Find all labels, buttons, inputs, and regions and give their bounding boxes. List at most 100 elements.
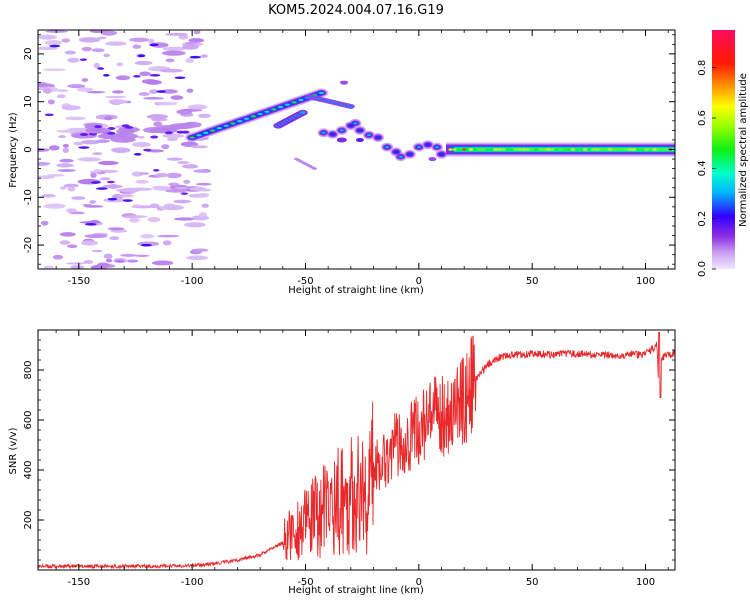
noise-peak — [90, 181, 101, 184]
noise-patch — [77, 157, 102, 162]
carrier-core — [599, 148, 604, 151]
carrier-core — [615, 148, 621, 151]
noise-patch — [91, 249, 103, 253]
noise-patch — [60, 186, 67, 190]
noise-patch — [201, 203, 209, 208]
noise-peak — [153, 169, 160, 172]
noise-patch — [107, 227, 125, 231]
noise-patch — [197, 188, 212, 192]
noise-patch — [48, 145, 60, 151]
carrier-core — [566, 148, 572, 151]
noise-peak — [44, 113, 54, 117]
noise-patch — [105, 258, 113, 263]
band-core — [94, 125, 103, 129]
diag-core — [318, 91, 324, 95]
carrier-core — [578, 148, 584, 151]
noise-peak — [149, 74, 161, 77]
carrier-core — [525, 148, 531, 151]
snr-xtick-label: 50 — [526, 577, 539, 588]
diag-core — [196, 134, 202, 137]
band-halo — [85, 127, 112, 134]
carrier-core — [456, 148, 461, 151]
noise-patch — [108, 99, 128, 105]
noise-patch — [57, 169, 76, 172]
noise-patch — [91, 48, 105, 53]
carrier-core — [591, 148, 596, 151]
carrier-core — [529, 148, 535, 151]
noise-peak — [78, 146, 90, 149]
noise-patch — [134, 254, 150, 258]
band-core — [176, 130, 185, 134]
noise-patch — [45, 30, 69, 33]
noise-patch — [132, 141, 151, 148]
noise-peak — [122, 199, 133, 202]
noise-patch — [165, 32, 189, 36]
noise-patch — [162, 133, 184, 139]
branch-core — [299, 111, 306, 115]
carrier-core — [636, 148, 641, 151]
noise-peak — [174, 76, 186, 80]
noise-patch — [193, 169, 209, 173]
noise-patch — [176, 109, 193, 115]
noise-patch — [59, 232, 76, 237]
noise-patch — [182, 164, 199, 169]
diag-core — [284, 103, 290, 106]
trans-core — [366, 134, 371, 137]
noise-patch — [84, 234, 108, 239]
noise-patch — [161, 144, 170, 150]
band-halo — [156, 124, 181, 131]
noise-patch — [173, 199, 192, 204]
noise-patch — [182, 44, 199, 50]
snr-xtick-label: -100 — [181, 577, 204, 588]
spectrogram-xtick-label: 100 — [636, 276, 655, 287]
noise-patch — [191, 248, 209, 252]
carrier-core — [631, 148, 637, 151]
noise-patch — [65, 116, 86, 121]
noise-peak — [97, 67, 104, 70]
trans-mid — [375, 135, 382, 140]
noise-patch — [105, 95, 127, 99]
noise-patch — [67, 84, 86, 89]
noise-peak — [149, 43, 159, 47]
noise-patch — [187, 104, 208, 110]
diag-core — [189, 136, 195, 139]
noise-patch — [99, 177, 111, 181]
noise-patch — [86, 90, 106, 94]
carrier-core — [472, 148, 478, 151]
colorbar-ticks: 0.0 0.2 0.4 0.6 0.8 — [697, 60, 716, 277]
diag-core — [257, 112, 263, 116]
noise-patch — [117, 194, 134, 198]
snr-ytick-label: 800 — [23, 360, 34, 379]
trans-core — [339, 129, 344, 132]
band-core — [107, 131, 116, 135]
band-core — [80, 133, 89, 137]
noise-patch — [184, 41, 198, 45]
noise-patch — [159, 68, 184, 73]
upper-core — [348, 105, 354, 108]
noise-patch — [62, 147, 70, 154]
diag-core — [210, 129, 216, 132]
noise-peak — [103, 73, 110, 77]
carrier-core — [476, 148, 482, 151]
noise-patch — [81, 78, 89, 82]
noise-patch — [62, 143, 69, 148]
noise-patch — [132, 204, 140, 208]
noise-patch — [139, 71, 151, 77]
noise-patch — [145, 79, 162, 85]
carrier-core — [485, 148, 490, 151]
carrier-core — [587, 148, 592, 151]
snr-panel: -150 -100 -50 0 50 100 200 400 600 800 Height of … — [8, 329, 676, 596]
trans-mid — [356, 128, 363, 133]
noise-patch — [58, 135, 67, 139]
snr-ticks: -150 -100 -50 0 50 100 200 400 600 800 — [23, 330, 675, 588]
spectrogram-xlabel: Height of straight line (km) — [288, 285, 424, 296]
noise-patch — [156, 234, 180, 238]
carrier-core — [619, 148, 625, 151]
diag-core — [278, 105, 284, 109]
spectrogram-ylabel: Frequency (Hz) — [8, 112, 19, 188]
noise-patch — [96, 262, 110, 268]
noise-patch — [90, 172, 97, 178]
noise-patch — [78, 37, 101, 43]
noise-peak — [85, 223, 97, 226]
